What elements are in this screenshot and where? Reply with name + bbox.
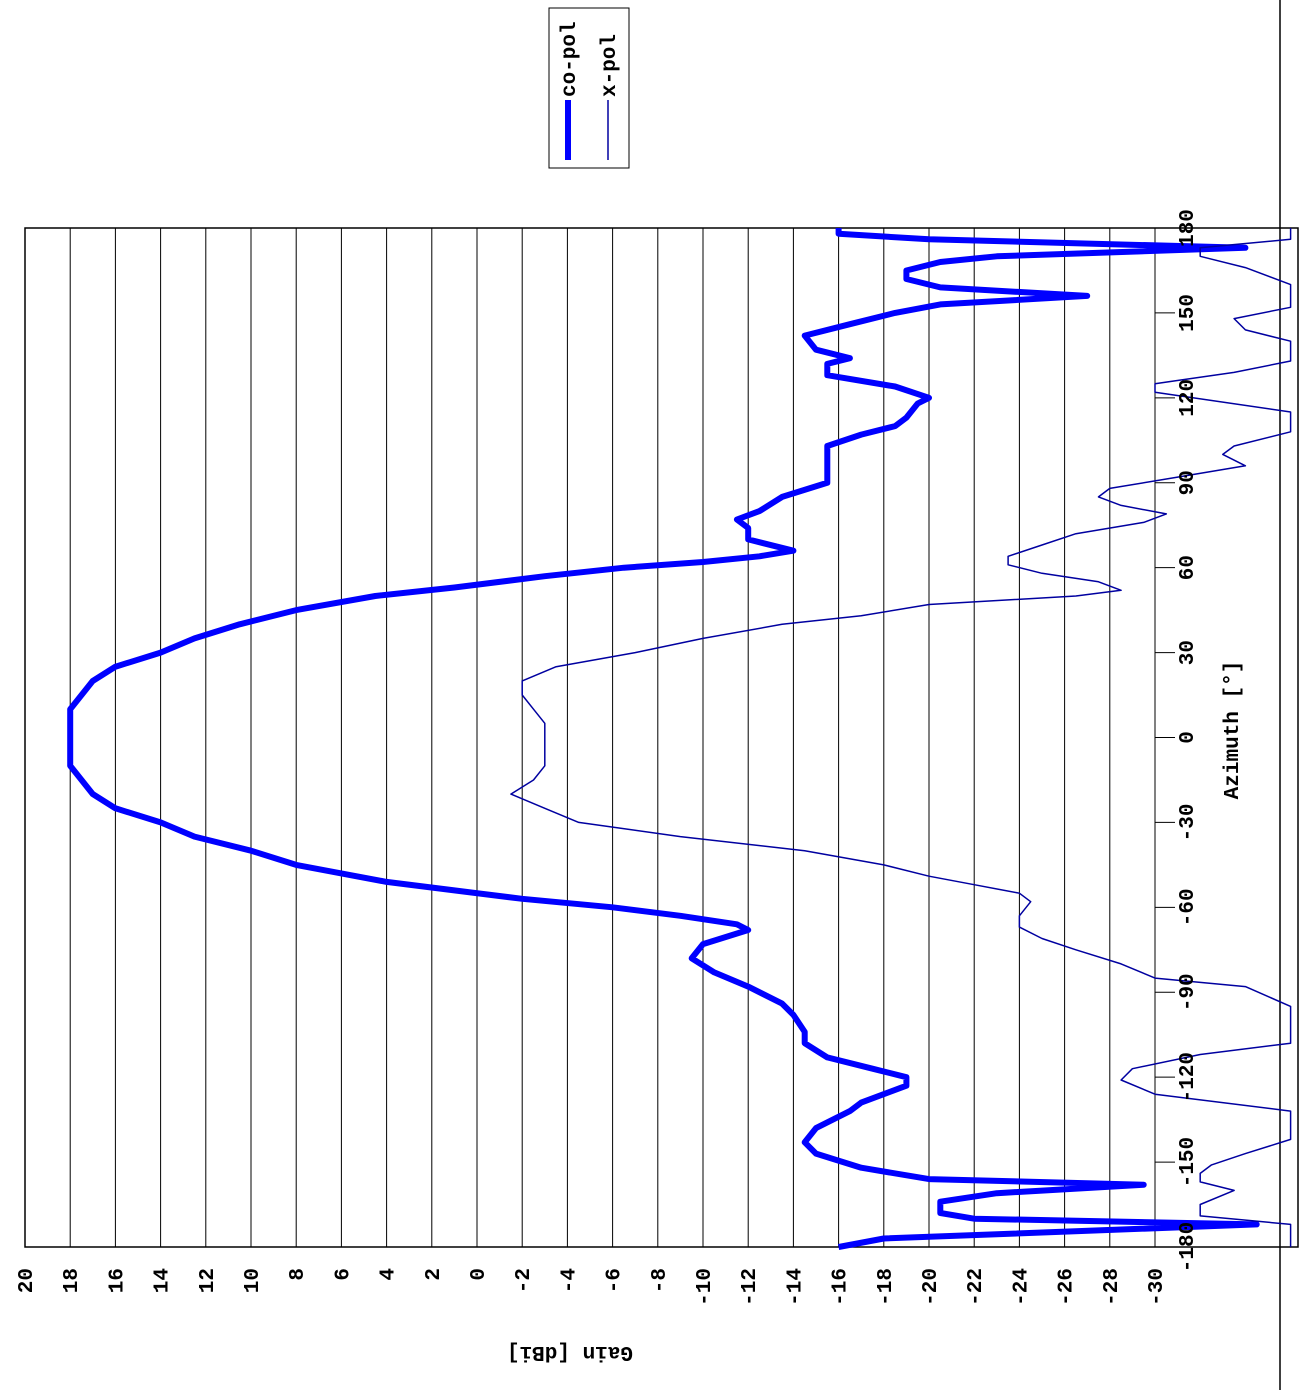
y-tick-label: 6 xyxy=(332,1268,355,1281)
y-tick-label: -10 xyxy=(694,1268,717,1306)
y-tick-label: -18 xyxy=(875,1268,898,1306)
x-tick-label: 150 xyxy=(1177,294,1200,332)
y-tick-label: -2 xyxy=(513,1268,536,1293)
y-tick-label: -4 xyxy=(558,1268,581,1293)
y-tick-label: 12 xyxy=(197,1268,220,1293)
x-tick-label: 60 xyxy=(1177,555,1200,580)
y-tick-label: -30 xyxy=(1146,1268,1169,1306)
y-tick-label: 4 xyxy=(378,1268,401,1281)
series-line xyxy=(67,228,1260,1250)
x-tick-label: -30 xyxy=(1177,804,1200,842)
legend-box xyxy=(548,7,630,169)
y-tick-label: -14 xyxy=(784,1268,807,1306)
y-tick-label: 14 xyxy=(152,1268,175,1293)
grid xyxy=(24,227,1175,1248)
legend-label: x-pol xyxy=(599,34,622,97)
y-tick-label: -22 xyxy=(965,1268,988,1306)
y-tick-label: -24 xyxy=(1010,1268,1033,1306)
series-line xyxy=(510,228,1292,1247)
y-tick-label: 18 xyxy=(61,1268,84,1293)
x-tick-label: -150 xyxy=(1177,1137,1200,1187)
x-tick-label: 0 xyxy=(1177,731,1200,744)
y-tick-label: 8 xyxy=(287,1268,310,1281)
y-tick-label: -28 xyxy=(1101,1268,1124,1306)
y-axis-title: Gain [dBi] xyxy=(507,1340,633,1363)
x-tick-label: 90 xyxy=(1177,470,1200,495)
y-tick-label: 10 xyxy=(242,1268,265,1293)
x-axis-title: Azimuth [°] xyxy=(1222,661,1245,800)
x-tick-label: -120 xyxy=(1177,1052,1200,1102)
labels: 20 18 16 14 12 10 8 6 4 2 0 -2 -4 -6 -8 -10 -12 -14 -16 -18… xyxy=(16,209,1200,1306)
y-tick-label: -16 xyxy=(830,1268,853,1306)
x-tick-label: 180 xyxy=(1177,209,1200,247)
y-tick-label: -26 xyxy=(1056,1268,1079,1306)
y-tick-label: 0 xyxy=(468,1268,491,1281)
y-tick-label: -12 xyxy=(739,1268,762,1306)
x-tick-label: 120 xyxy=(1177,379,1200,417)
y-tick-label: -20 xyxy=(920,1268,943,1306)
y-tick-label: -8 xyxy=(649,1268,672,1293)
y-tick-label: 2 xyxy=(423,1268,446,1281)
plot-lines xyxy=(67,228,1292,1250)
x-tick-label: -60 xyxy=(1177,888,1200,926)
y-tick-label: -6 xyxy=(604,1268,627,1293)
x-tick-label: -180 xyxy=(1177,1222,1200,1272)
y-tick-label: 16 xyxy=(106,1268,129,1293)
plot-frame xyxy=(24,227,1299,1248)
legend-label: co-pol xyxy=(559,21,582,97)
legend: co-pol x-pol xyxy=(548,7,630,169)
x-tick-label: 30 xyxy=(1177,640,1200,665)
y-tick-label: 20 xyxy=(16,1268,39,1293)
x-tick-label: -90 xyxy=(1177,973,1200,1011)
